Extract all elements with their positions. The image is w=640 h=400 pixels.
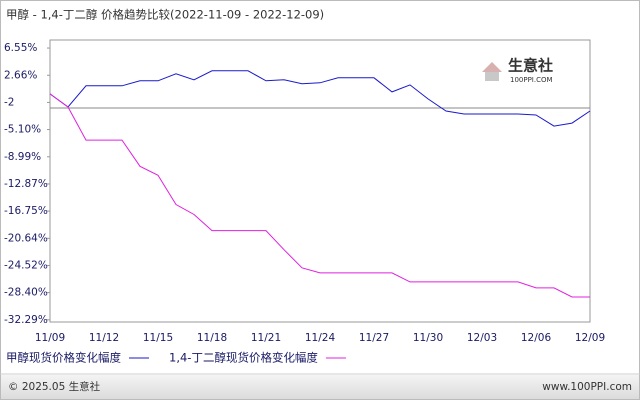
y-tick-label: -20.64% [4,232,48,244]
y-tick-label: -2 [4,96,14,108]
x-tick-label: 11/12 [89,332,119,344]
footer-left: © 2025.05 生意社 [8,380,101,393]
y-tick-label: -5.10% [4,124,41,136]
footer-band [1,375,639,399]
watermark-text: 生意社 [508,57,553,75]
x-tick-label: 11/21 [251,332,281,344]
watermark-text: 100PPI.COM [510,76,553,84]
y-tick-label: 6.55% [4,42,37,54]
y-tick-label: -28.40% [4,287,48,299]
y-tick-label: -12.87% [4,178,48,190]
footer-right: www.100PPI.com [542,381,632,393]
series-line [49,93,590,298]
legend: 甲醇现货价格变化幅度 1,4-丁二醇现货价格变化幅度 [6,351,346,365]
x-tick-label: 11/09 [35,332,65,344]
x-tick-label: 12/06 [521,332,552,344]
x-tick-label: 11/30 [413,332,443,344]
watermark-logo [482,62,502,72]
watermark: 生意社 100PPI.COM [482,57,553,84]
legend-label: 甲醇现货价格变化幅度 [6,351,121,365]
x-tick-label: 12/09 [575,332,605,344]
x-tick-label: 11/18 [197,332,227,344]
x-tick-label: 12/03 [467,332,497,344]
y-tick-label: -8.99% [4,151,41,163]
watermark-logo [485,72,499,81]
legend-label: 1,4-丁二醇现货价格变化幅度 [169,351,318,365]
y-tick-label: -16.75% [4,205,48,217]
y-tick-label: -32.29% [4,314,48,326]
x-tick-label: 11/27 [359,332,389,344]
chart-title: 甲醇 - 1,4-丁二醇 价格趋势比较(2022-11-09 - 2022-12… [6,8,324,22]
x-tick-label: 11/15 [143,332,173,344]
x-tick-label: 11/24 [305,332,336,344]
plot-area [49,39,591,323]
series-line [49,70,591,127]
y-tick-label: 2.66% [4,69,37,81]
y-tick-label: -24.52% [4,259,48,271]
